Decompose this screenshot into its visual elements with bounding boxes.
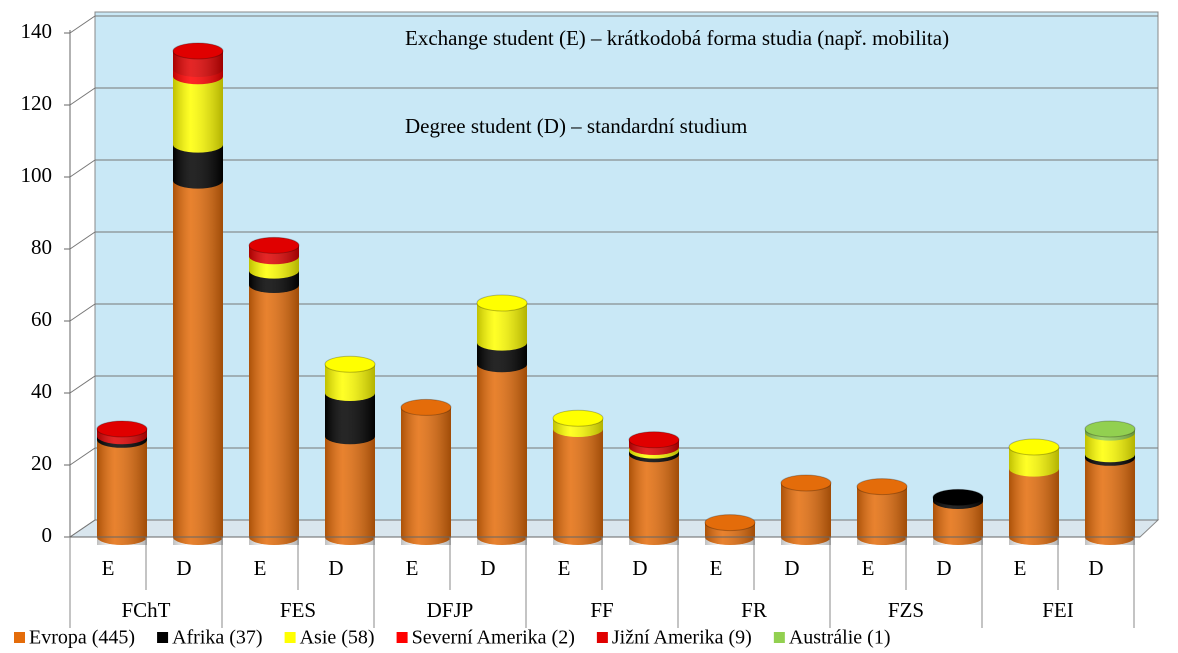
bar-shade <box>97 429 147 545</box>
grid-line <box>69 15 1158 34</box>
legend-swatch <box>773 632 785 643</box>
group-label: FZS <box>888 598 924 622</box>
grid-line <box>69 447 1158 466</box>
legend-label: Austrálie (1) <box>789 627 891 649</box>
x-tick-label: D <box>328 556 343 580</box>
bar-cap <box>856 478 908 496</box>
annotation: Degree student (D) – standardní studium <box>405 114 747 138</box>
grid-line <box>69 231 1158 250</box>
y-tick-label: 140 <box>21 19 53 43</box>
legend-swatch <box>14 632 25 643</box>
bar-cap <box>248 236 300 254</box>
x-tick-label: E <box>710 556 723 580</box>
legend-swatch <box>157 632 169 643</box>
x-tick-label: D <box>1088 556 1103 580</box>
bar-cap <box>1084 420 1136 438</box>
x-tick-label: E <box>1014 556 1027 580</box>
x-tick-label: D <box>784 556 799 580</box>
bar-cap <box>400 398 452 416</box>
bar-cap <box>628 431 680 449</box>
legend-label: Jižní Amerika (9) <box>612 627 752 649</box>
y-tick-label: 60 <box>31 307 52 331</box>
bar-shade <box>781 483 831 545</box>
x-tick-label: E <box>862 556 875 580</box>
bar-shade <box>629 439 679 545</box>
x-tick-label: D <box>632 556 647 580</box>
group-label: FF <box>590 598 613 622</box>
bar-shade <box>477 303 527 545</box>
group-label: FChT <box>121 598 170 622</box>
bar-cap <box>476 294 528 312</box>
bar-shade <box>1009 447 1059 545</box>
legend-label: Severní Amerika (2) <box>412 627 575 649</box>
bar-shade <box>249 245 299 545</box>
y-tick-label: 20 <box>31 451 52 475</box>
x-tick-label: D <box>936 556 951 580</box>
legend-swatch <box>284 632 296 643</box>
y-tick-label: 100 <box>21 163 53 187</box>
y-tick-label: 120 <box>21 91 53 115</box>
legend-swatch <box>396 632 408 643</box>
legend-swatch <box>596 632 608 643</box>
bar-cap <box>932 488 984 506</box>
legend-label: Asie (58) <box>300 627 375 649</box>
grid-line <box>69 375 1158 394</box>
bar-cap <box>96 420 148 438</box>
x-tick-label: E <box>406 556 419 580</box>
y-tick-label: 0 <box>42 523 53 547</box>
group-label: DFJP <box>427 598 474 622</box>
floor <box>68 519 1160 538</box>
grid-line <box>69 303 1158 322</box>
x-tick-label: D <box>176 556 191 580</box>
x-tick-label: D <box>480 556 495 580</box>
y-tick-label: 80 <box>31 235 52 259</box>
bar-cap <box>324 355 376 373</box>
bar-cap <box>780 474 832 492</box>
bar-shade <box>857 486 907 545</box>
bar-cap <box>552 409 604 427</box>
bar-shade <box>325 364 375 545</box>
grid-line <box>69 87 1158 106</box>
legend-label: Afrika (37) <box>172 627 263 649</box>
group-label: FES <box>280 598 316 622</box>
legend-label: Evropa (445) <box>29 627 135 649</box>
bar-cap <box>704 514 756 532</box>
bar-shade <box>401 407 451 545</box>
group-label: FEI <box>1042 598 1074 622</box>
bar-cap <box>172 42 224 60</box>
bar-cap <box>1008 438 1060 456</box>
x-tick-label: E <box>254 556 267 580</box>
bar-shade <box>173 51 223 545</box>
bar-shade <box>1085 429 1135 545</box>
y-tick-label: 40 <box>31 379 52 403</box>
annotation: Exchange student (E) – krátkodobá forma … <box>405 26 949 50</box>
x-tick-label: E <box>558 556 571 580</box>
bar-shade <box>553 418 603 545</box>
x-tick-label: E <box>102 556 115 580</box>
grid-line <box>69 159 1158 178</box>
group-label: FR <box>741 598 767 622</box>
